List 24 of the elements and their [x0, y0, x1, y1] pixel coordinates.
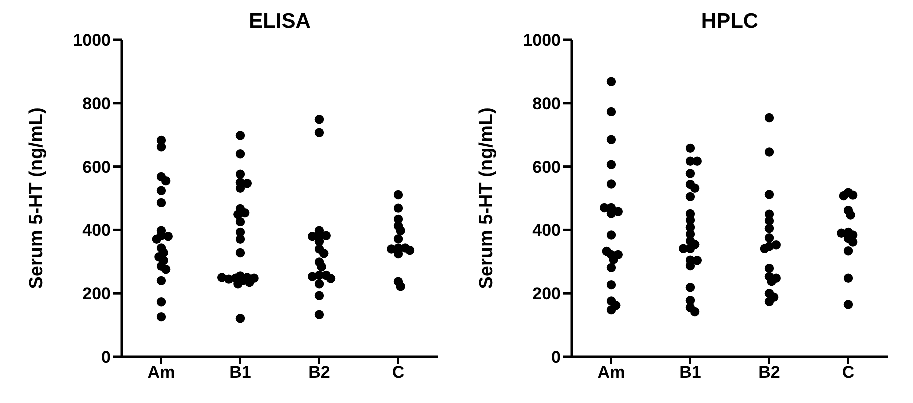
x-tick-label: B2: [758, 363, 780, 382]
y-tick-label: 800: [532, 94, 561, 114]
y-tick-label: 600: [82, 158, 111, 177]
y-tick-label: 800: [82, 94, 111, 114]
y-tick-label: 1000: [523, 31, 561, 50]
x-tick-label: B1: [680, 363, 702, 382]
chart-title: HPLC: [700, 10, 760, 34]
y-tick-label: 400: [82, 221, 111, 240]
chart-title: ELISA: [248, 10, 312, 34]
x-tick-label: Am: [148, 363, 176, 382]
x-tick-label: Am: [598, 363, 626, 382]
y-tick-label: 600: [532, 158, 561, 177]
y-tick-label: 400: [532, 221, 561, 240]
y-axis-title: Serum 5-HT (ng/mL): [26, 108, 48, 290]
x-tick-label: C: [392, 363, 405, 382]
x-tick-label: B2: [308, 363, 330, 382]
y-tick-label: 0: [102, 348, 111, 368]
y-tick-label: 0: [552, 348, 561, 368]
y-axis-title: Serum 5-HT (ng/mL): [476, 108, 498, 290]
x-tick-label: B1: [230, 363, 252, 382]
x-tick-label: C: [842, 363, 855, 382]
y-tick-label: 1000: [73, 31, 111, 50]
y-tick-label: 200: [82, 284, 111, 304]
y-tick-label: 200: [532, 284, 561, 304]
